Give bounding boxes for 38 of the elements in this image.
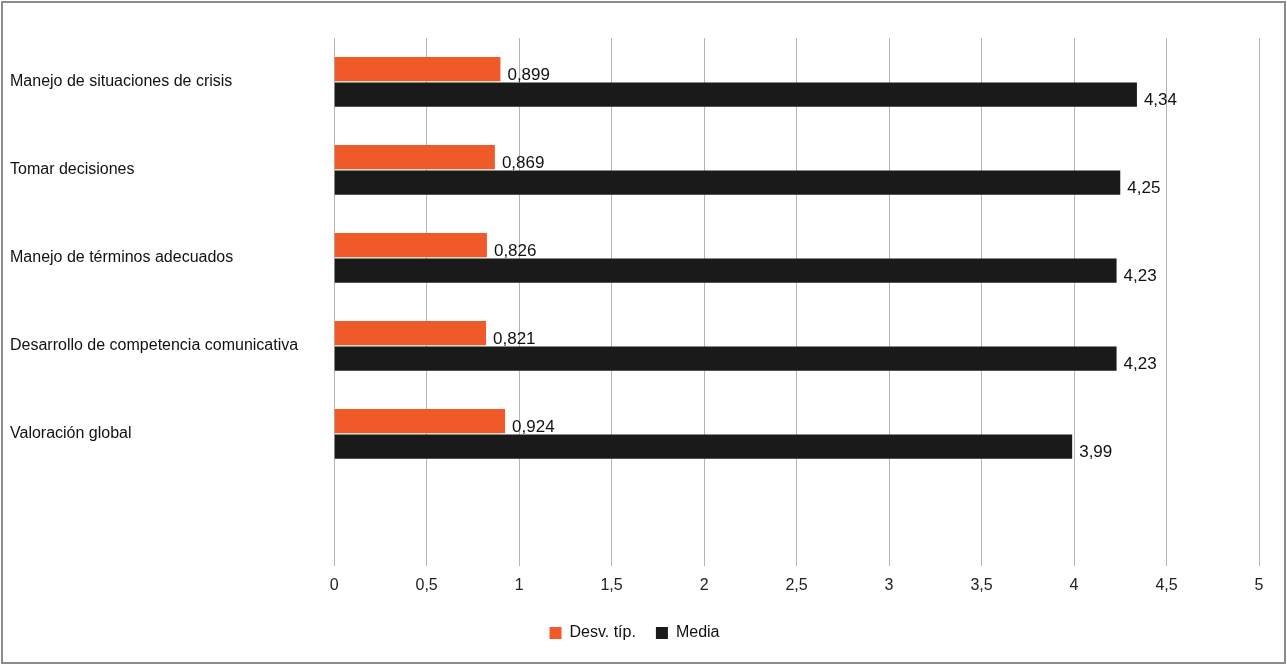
bar — [334, 233, 487, 258]
legend-label: Desv. típ. — [569, 623, 636, 641]
x-tick-label: 4,5 — [1155, 575, 1178, 593]
data-label: 0,869 — [501, 152, 545, 172]
bar — [334, 82, 1137, 107]
legend-label: Media — [675, 623, 720, 641]
data-label: 4,34 — [1143, 90, 1178, 110]
data-label: 0,899 — [507, 64, 550, 84]
x-tick-label: 3,5 — [970, 575, 993, 593]
bar — [334, 321, 486, 346]
bar — [334, 57, 501, 82]
data-label: 0,924 — [512, 416, 555, 436]
y-tick-label: Manejo de términos adecuados — [10, 248, 234, 266]
data-label: 4,23 — [1123, 266, 1157, 286]
data-label: 0,821 — [493, 328, 536, 348]
x-tick-label: 4 — [1069, 575, 1079, 593]
x-tick-label: 5 — [1254, 575, 1264, 593]
data-label: 3,99 — [1079, 442, 1113, 462]
bar — [334, 145, 495, 170]
x-tick-label: 2,5 — [785, 575, 808, 593]
x-tick-label: 3 — [884, 575, 894, 593]
y-tick-label: Tomar decisiones — [10, 160, 135, 178]
bar — [334, 408, 506, 434]
bar — [334, 346, 1117, 371]
y-tick-label: Desarrollo de competencia comunicativa — [10, 336, 299, 354]
bar — [334, 170, 1121, 195]
x-tick-label: 1 — [514, 575, 524, 593]
data-label: 0,826 — [493, 240, 537, 260]
x-tick-label: 2 — [699, 575, 709, 593]
data-label: 4,25 — [1127, 178, 1161, 198]
y-tick-label: Valoración global — [10, 424, 132, 442]
data-label: 4,23 — [1123, 354, 1157, 374]
x-tick-label: 0,5 — [415, 575, 438, 593]
x-tick-label: 1,5 — [600, 575, 623, 593]
bar — [334, 434, 1073, 459]
bar — [334, 258, 1117, 283]
y-tick-label: Manejo de situaciones de crisis — [10, 72, 233, 90]
x-tick-label: 0 — [329, 575, 339, 593]
